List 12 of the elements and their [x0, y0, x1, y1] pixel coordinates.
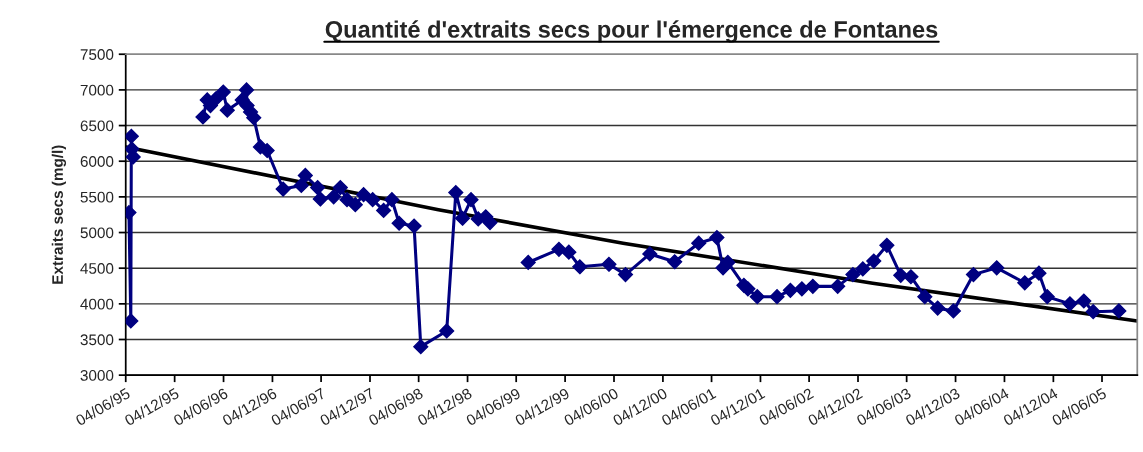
- y-tick-label: 3500: [80, 334, 114, 346]
- y-tick-label: 4000: [80, 298, 114, 310]
- y-tick-label: 7000: [80, 84, 114, 96]
- y-tick-label: 6000: [80, 156, 114, 167]
- y-tick-label: 7500: [80, 49, 114, 60]
- y-tick-label: 5500: [80, 191, 114, 203]
- y-tick-label: 4500: [80, 263, 114, 274]
- y-axis-title: Extraits secs (mg/l): [51, 145, 67, 284]
- y-tick-label: 5000: [80, 227, 114, 239]
- y-tick-label: 3000: [80, 370, 114, 381]
- y-tick-label: 6500: [80, 120, 114, 132]
- chart-title: Quantité d'extraits secs pour l'émergence de Fontanes: [325, 20, 938, 43]
